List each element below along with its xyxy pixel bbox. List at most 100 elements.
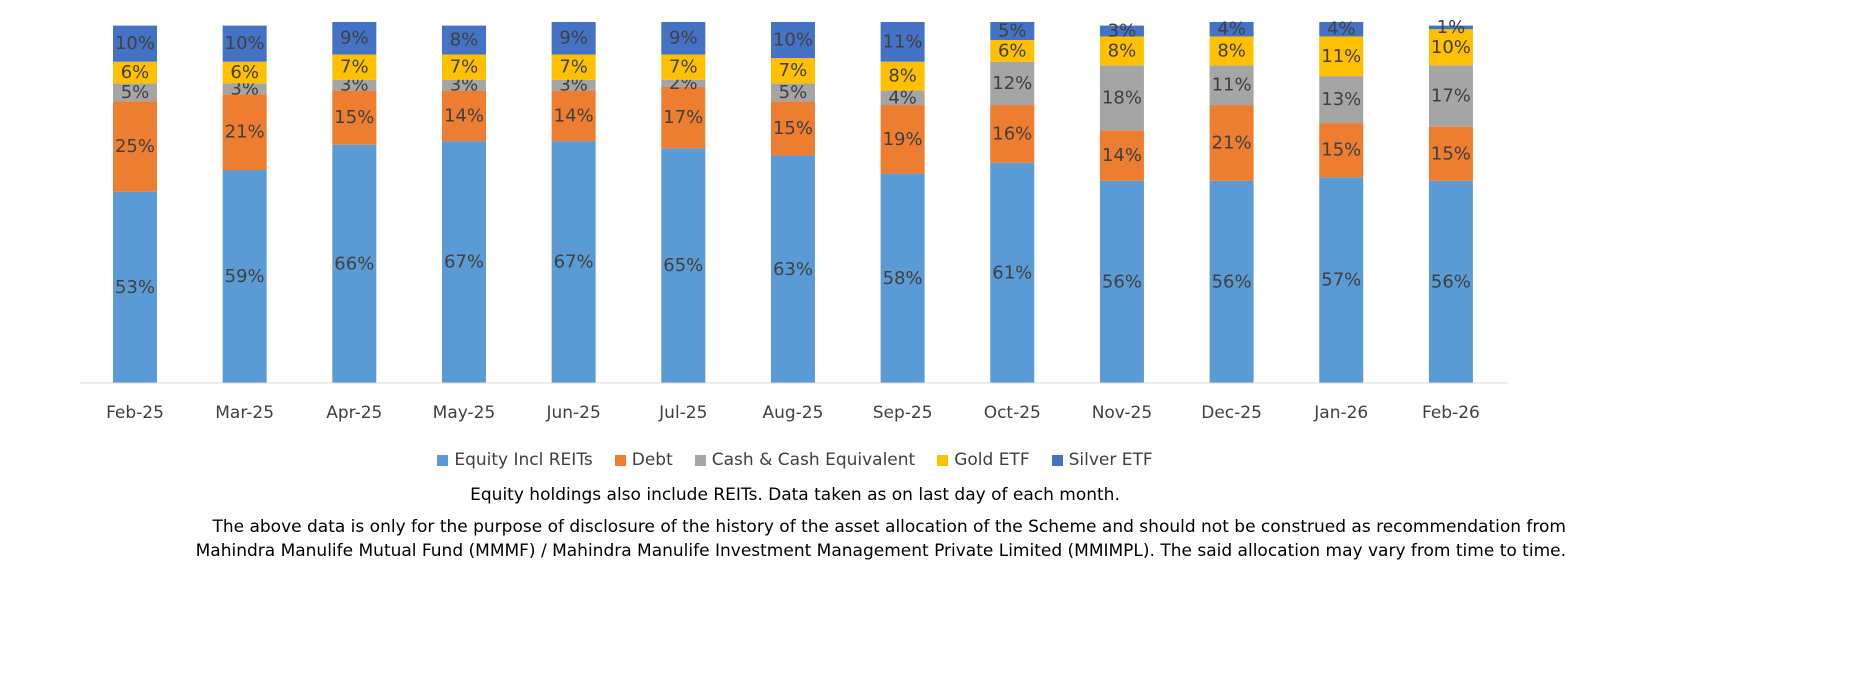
bar-segment [1099,25,1144,37]
bar-segment [1428,180,1473,383]
bar-segment [551,54,596,80]
legend-item: Gold ETF [937,450,1030,470]
bar-segment [661,79,706,87]
data-label: 9% [340,28,369,49]
bar-segment [441,90,486,142]
legend-label: Equity Incl REITs [454,450,593,470]
bar-segment [113,61,157,84]
data-label: 12% [992,73,1032,94]
bar-segment [1099,180,1144,383]
data-label: 7% [559,57,588,78]
bar-segment [1319,36,1364,77]
bar-segment [1209,22,1254,37]
data-label: 53% [115,277,155,298]
x-tick-label: Nov-25 [1092,403,1153,423]
bar-segment [1319,123,1364,178]
data-label: 5% [998,21,1027,42]
bar-segment [1099,130,1144,181]
x-tick-label: Mar-25 [215,403,274,423]
data-label: 21% [1212,132,1252,153]
legend-swatch [1051,454,1063,466]
x-tick-label: Feb-26 [1422,403,1480,423]
bar-segment [990,61,1035,106]
data-label: 25% [115,136,155,157]
bar-segment [1099,36,1144,66]
legend-label: Cash & Cash Equivalent [711,450,916,470]
bar-segment [551,79,596,91]
x-tick-label: Aug-25 [762,403,823,423]
bar-segment [441,54,486,80]
data-label: 3% [1108,21,1137,42]
data-label: 67% [554,252,594,273]
bar-segment [1209,65,1254,106]
x-tick-label: Dec-25 [1201,403,1262,423]
data-label: 15% [773,118,813,139]
data-label: 65% [663,255,703,276]
bar-segment [880,22,925,62]
x-tick-label: Jul-25 [658,403,707,423]
data-label: 10% [225,33,265,54]
x-tick-label: Jun-25 [545,403,600,423]
data-label: 63% [773,259,813,280]
legend-swatch [437,454,449,466]
bar-segment [1209,36,1254,66]
bar-segment [1428,25,1473,30]
bar-segment [551,22,596,55]
data-label: 66% [334,253,374,274]
data-label: 7% [779,60,808,81]
bar-segment [222,61,267,84]
legend-item: Silver ETF [1051,450,1153,470]
bar-segment [661,54,706,80]
bar-segment [1209,180,1254,383]
data-label: 59% [225,266,265,287]
bar-segment [113,25,157,62]
data-label: 11% [1321,46,1361,67]
bar-segment [551,90,596,142]
data-label: 17% [1431,86,1471,107]
bar-segment [990,22,1035,41]
data-label: 19% [883,129,923,150]
data-label: 18% [1102,87,1142,108]
stacked-bar-chart: 53%25%5%6%10%Feb-2559%21%3%6%10%Mar-2566… [80,17,1508,423]
data-label: 8% [1217,40,1246,61]
data-label: 7% [340,57,369,78]
data-label: 1% [1437,17,1466,38]
bar-segment [661,148,706,383]
legend-item: Debt [614,450,673,470]
bar-segment [661,22,706,55]
bar-segment [990,40,1035,62]
data-label: 15% [1431,143,1471,164]
data-label: 3% [230,78,259,99]
bar-segment [990,105,1035,163]
x-tick-label: Apr-25 [326,403,382,423]
bar-segment [880,90,925,106]
x-tick-label: Sep-25 [873,403,933,423]
x-tick-label: Oct-25 [984,403,1041,423]
legend-label: Debt [631,450,673,470]
bar-segment [332,79,377,91]
bar-segment [880,61,925,91]
bar-segment [332,54,377,80]
bar-segment [880,173,925,383]
legend-swatch [614,454,626,466]
data-label: 5% [121,82,150,103]
x-tick-label: Jan-26 [1313,403,1368,423]
data-label: 57% [1321,270,1361,291]
bar-segment [770,58,815,84]
data-label: 15% [1321,140,1361,161]
x-tick-label: Feb-25 [106,403,164,423]
data-label: 8% [1108,40,1137,61]
bar-segment [1428,65,1473,127]
data-label: 11% [1212,75,1252,96]
legend-swatch [937,454,949,466]
bar-segment [1319,22,1364,37]
data-label: 56% [1431,271,1471,292]
data-label: 7% [669,57,698,78]
data-label: 3% [559,75,588,96]
data-label: 58% [883,268,923,289]
data-label: 6% [121,62,150,83]
data-label: 10% [1431,37,1471,58]
bar-segment [222,170,267,383]
bar-segment [441,79,486,91]
data-label: 7% [450,57,479,78]
